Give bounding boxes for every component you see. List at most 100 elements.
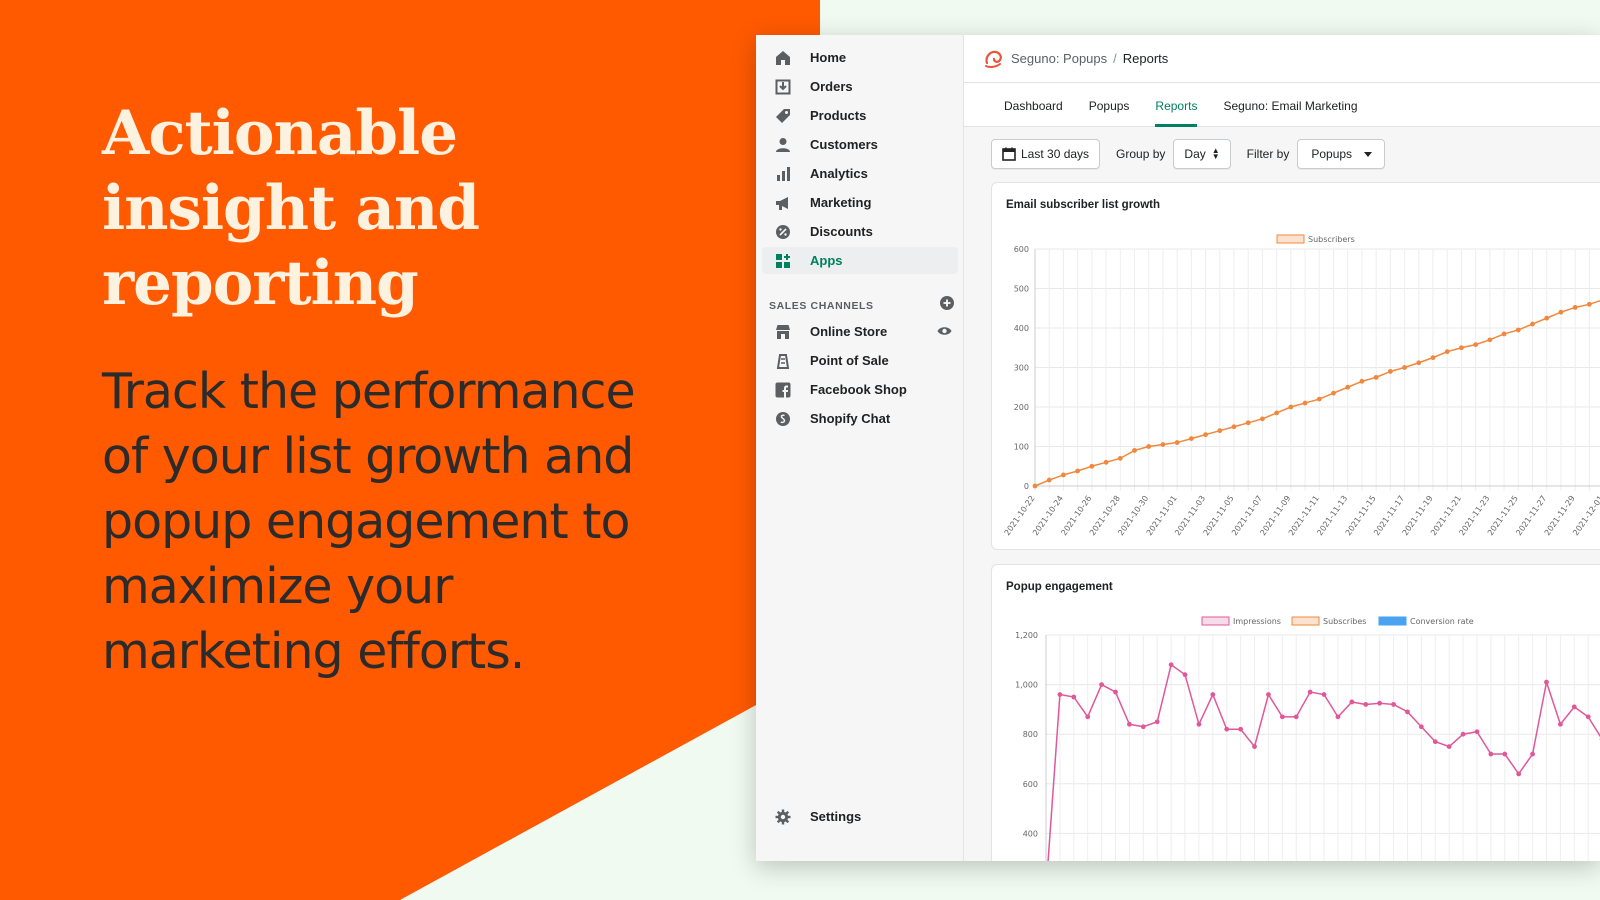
breadcrumb-separator: / [1113,51,1117,66]
sidebar-item-facebook-shop[interactable]: Facebook Shop [762,376,958,403]
sidebar-item-label: Discounts [810,224,873,239]
group-by-select[interactable]: Day ▲ ▼ [1173,139,1231,169]
sidebar-item-products[interactable]: Products [762,102,958,129]
data-point [1530,321,1535,327]
data-point [1516,771,1522,777]
y-tick-label: 0 [1024,482,1029,491]
date-range-label: Last 30 days [1021,147,1090,161]
chevron-down-icon [1364,151,1373,157]
data-point [1061,472,1066,478]
data-point [1345,384,1351,390]
hero-subtitle-line: Track the performance [102,363,636,420]
data-point [1377,700,1383,706]
data-point [1459,345,1464,351]
data-point [1307,689,1313,695]
tab-seguno-email-marketing[interactable]: Seguno: Email Marketing [1223,99,1358,113]
sidebar-item-label: Orders [810,79,853,94]
data-point [1331,390,1336,396]
pos-icon [768,353,798,369]
legend-label: Impressions [1233,617,1281,626]
gear-icon [768,809,798,825]
chart-title: Email subscriber list growth [1006,199,1161,211]
data-point [1530,751,1535,757]
apps-icon [768,253,798,269]
hero-subtitle: Track the performance of your list growt… [102,359,702,684]
data-point [1460,731,1466,737]
data-point [1349,699,1355,705]
tab-popups[interactable]: Popups [1088,99,1130,113]
sidebar-item-customers[interactable]: Customers [762,131,958,158]
data-point [1182,672,1188,678]
data-point [1515,327,1521,333]
data-point [1146,444,1152,449]
y-tick-label: 200 [1014,403,1029,412]
data-point [1302,400,1308,406]
data-point [1071,694,1077,700]
sidebar-item-orders[interactable]: Orders [762,73,958,100]
sidebar-item-marketing[interactable]: Marketing [762,189,958,216]
filter-by-select[interactable]: Popups [1297,139,1386,169]
data-point [1586,301,1592,307]
add-channel-icon[interactable] [940,296,954,315]
data-point [1359,378,1365,384]
data-point [1444,349,1450,355]
hero-title: Actionable insight and reporting [102,96,702,321]
eye-icon[interactable] [937,323,952,341]
sidebar-item-label: Marketing [810,195,872,210]
data-point [1572,305,1578,310]
sidebar-item-label: Shopify Chat [810,411,891,426]
hero-subtitle-line: maximize your [102,558,453,615]
subscriber-growth-card: Email subscriber list growth 0 100 200 300 4… [991,182,1600,550]
sidebar-item-settings[interactable]: Settings [762,803,958,830]
data-point [1558,309,1564,315]
data-point [1288,404,1294,410]
sidebar-item-online-store[interactable]: Online Store [762,318,958,345]
sidebar-item-shopify-chat[interactable]: Shopify Chat [762,405,958,432]
y-tick-label: 100 [1014,443,1029,452]
data-point [1203,432,1208,438]
sidebar-item-analytics[interactable]: Analytics [762,160,958,187]
data-point [1196,721,1202,727]
bar-chart-icon [768,166,798,182]
data-point [1544,315,1550,321]
hero-title-line: insight and [102,173,480,244]
sidebar-item-discounts[interactable]: Discounts [762,218,958,245]
data-point [1032,483,1038,489]
data-point [1217,428,1223,434]
date-range-button[interactable]: Last 30 days [991,139,1101,169]
tab-reports[interactable]: Reports [1155,99,1198,127]
popup-engagement-card: Popup engagement 400 600 800 1,000 1,200 Impr… [991,564,1600,861]
y-tick-label: 1,200 [1015,631,1038,640]
legend-swatch [1201,616,1230,626]
main-content: Seguno: Popups / Reports Dashboard Popup… [964,35,1600,861]
sidebar-item-apps[interactable]: Apps [762,247,958,274]
tab-dashboard[interactable]: Dashboard [1004,99,1063,113]
breadcrumb-app-link[interactable]: Seguno: Popups [1011,51,1108,66]
data-point [1266,692,1271,697]
data-point [1402,365,1407,370]
y-tick-label: 500 [1014,285,1029,294]
filter-by-label: Filter by [1246,147,1290,161]
data-point [1585,714,1591,720]
data-point [1057,692,1063,697]
data-point [1245,420,1251,426]
select-arrows-icon: ▲ ▼ [1211,146,1220,161]
data-point [1154,719,1160,725]
y-tick-label: 800 [1023,730,1038,739]
data-point [1473,342,1479,347]
sidebar-item-label: Customers [810,137,878,152]
chat-icon [768,411,798,427]
tab-bar: Dashboard Popups Reports Seguno: Email M… [964,83,1600,127]
sidebar-item-home[interactable]: Home [762,44,958,71]
legend-label: Subscribers [1308,235,1355,244]
sales-channels-header: SALES CHANNELS [769,296,954,315]
sidebar-item-point-of-sale[interactable]: Point of Sale [762,347,958,374]
data-point [1099,682,1105,687]
seguno-logo-icon [984,49,1004,69]
data-point [1127,721,1132,727]
data-point [1432,739,1438,745]
data-point [1132,448,1137,453]
sidebar-item-label: Products [810,108,867,123]
sidebar-item-label: Apps [810,253,843,268]
orders-icon [768,79,798,95]
